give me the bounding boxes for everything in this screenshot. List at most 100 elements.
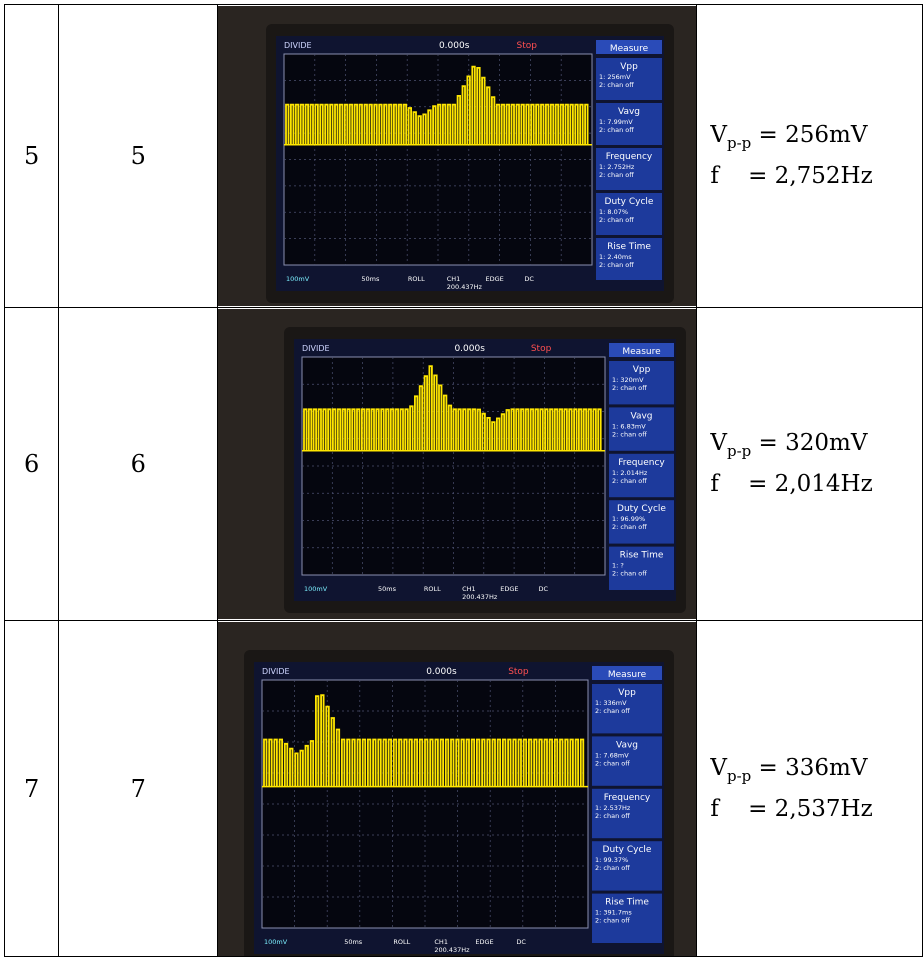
status-timebase: 50ms <box>378 585 397 593</box>
measure-slot <box>596 193 663 235</box>
vpp-line: Vp-p = 256mV <box>710 119 922 160</box>
row-number-cell: 6 <box>58 307 219 621</box>
waveform-trace <box>285 65 589 145</box>
status-mode: ROLL <box>408 275 425 283</box>
measure-slot-channel: 2: chan off <box>612 570 647 578</box>
status-mode: ROLL <box>394 938 411 946</box>
status-source: CH1 <box>462 585 476 593</box>
measure-slot-channel: 2: chan off <box>599 261 634 269</box>
measure-slot-channel: 2: chan off <box>595 759 630 767</box>
measure-title: Measure <box>608 670 647 680</box>
measure-slot-channel: 2: chan off <box>612 384 647 392</box>
status-mode: ROLL <box>424 585 441 593</box>
vpp-subscript: p-p <box>726 766 752 785</box>
vpp-value: = 320mV <box>751 430 868 456</box>
measure-slot <box>592 683 663 733</box>
measure-header <box>592 665 663 680</box>
stop-label: Stop <box>517 41 538 51</box>
status-frequency: 200.437Hz <box>435 946 471 954</box>
measure-slot-title: Vpp <box>621 62 639 72</box>
measure-slot-channel: 2: chan off <box>595 864 630 872</box>
table-row: 7 7 DIVIDE 0.000s Stop Measure Vpp 1: 336mV 2:… <box>3 620 923 957</box>
measure-title: Measure <box>610 44 649 54</box>
status-coupling: DC <box>525 275 535 283</box>
vpp-subscript: p-p <box>726 442 752 460</box>
status-trigger: EDGE <box>501 585 519 593</box>
measure-slot-channel: 2: chan off <box>599 126 634 134</box>
measurement-cell: Vp-p = 320mV f = 2,014Hz <box>696 307 923 621</box>
frequency-line: f = 2,537Hz <box>710 795 873 822</box>
measure-slot-value: 1: 336mV <box>595 699 627 707</box>
measure-slot-channel: 2: chan off <box>612 523 647 531</box>
vpp-subscript: p-p <box>726 134 752 152</box>
status-frequency: 200.437Hz <box>447 283 483 291</box>
status-volts: 100mV <box>286 275 310 283</box>
row-index-cell: 7 <box>3 620 60 957</box>
measure-slot-title: Vavg <box>618 107 640 117</box>
measure-slot-value: 1: 2.40ms <box>599 253 632 261</box>
measure-slot-title: Duty Cycle <box>617 504 666 514</box>
vpp-value: = 256mV <box>751 122 868 148</box>
measure-slot-value: 1: 6.83mV <box>612 422 646 430</box>
waveform-trace <box>303 365 602 451</box>
time-offset-label: 0.000s <box>455 344 486 354</box>
stop-label: Stop <box>531 344 552 354</box>
top-left-label: DIVIDE <box>284 41 312 50</box>
measure-slot-value: 1: 99.37% <box>595 856 628 864</box>
status-frequency: 200.437Hz <box>462 593 498 601</box>
measure-slot-channel: 2: chan off <box>612 430 647 438</box>
oscilloscope-photo-cell: DIVIDE 0.000s Stop Measure Vpp 1: 256mV 2: cha… <box>217 4 698 308</box>
measure-slot-value: 1: 7.68mV <box>595 751 629 759</box>
measure-slot-value: 1: 8.07% <box>599 208 628 216</box>
measure-slot-value: 1: 256mV <box>599 73 631 81</box>
status-trigger: EDGE <box>486 275 504 283</box>
status-volts: 100mV <box>304 585 328 593</box>
time-offset-label: 0.000s <box>439 41 470 51</box>
vpp-label: V <box>710 754 727 781</box>
measure-slot-title: Vavg <box>631 411 653 421</box>
row-index-cell: 5 <box>3 4 60 308</box>
status-coupling: DC <box>517 938 527 946</box>
row-number-cell: 5 <box>58 4 219 308</box>
measure-slot-value: 1: 2.014Hz <box>612 469 648 477</box>
measurement-cell: Vp-p = 256mV f = 2,752Hz <box>696 4 923 308</box>
measure-slot-title: Duty Cycle <box>605 197 654 207</box>
measure-slot-title: Vavg <box>616 740 638 750</box>
measure-slot-channel: 2: chan off <box>612 477 647 485</box>
status-source: CH1 <box>435 938 449 946</box>
stop-label: Stop <box>509 667 530 677</box>
measure-slot-value: 1: 391.7ms <box>595 908 632 916</box>
status-source: CH1 <box>447 275 461 283</box>
vpp-label: V <box>710 122 727 148</box>
measure-slot-value: 1: 7.99mV <box>599 118 633 126</box>
measure-slot-title: Vpp <box>633 365 651 375</box>
measure-slot-title: Frequency <box>606 152 653 162</box>
table-row: 6 6 DIVIDE 0.000s Stop Measure Vpp 1: 320mV 2:… <box>3 307 923 621</box>
status-trigger: EDGE <box>476 938 494 946</box>
measure-slot-title: Vpp <box>619 688 637 698</box>
measure-slot <box>592 788 663 838</box>
measure-slot <box>609 546 675 590</box>
measure-slot-title: Rise Time <box>620 551 664 561</box>
measure-header <box>609 343 675 357</box>
measure-slot-channel: 2: chan off <box>599 216 634 224</box>
vpp-value: = 336mV <box>751 754 868 781</box>
status-volts: 100mV <box>264 938 288 946</box>
measure-slot-title: Rise Time <box>605 897 649 907</box>
measure-slot <box>596 58 663 100</box>
measure-slot-title: Frequency <box>604 792 651 802</box>
measure-slot-channel: 2: chan off <box>595 811 630 819</box>
status-coupling: DC <box>539 585 549 593</box>
measure-slot <box>609 407 675 451</box>
top-left-label: DIVIDE <box>262 667 290 676</box>
measure-slot-channel: 2: chan off <box>595 707 630 715</box>
row-number-cell: 7 <box>58 620 219 957</box>
measure-slot-title: Rise Time <box>607 242 651 252</box>
table-row: 5 5 DIVIDE 0.000s Stop Measure Vpp 1: 256mV 2:… <box>3 4 923 308</box>
measure-slot <box>592 735 663 786</box>
measure-slot-value: 1: 96.99% <box>612 515 645 523</box>
